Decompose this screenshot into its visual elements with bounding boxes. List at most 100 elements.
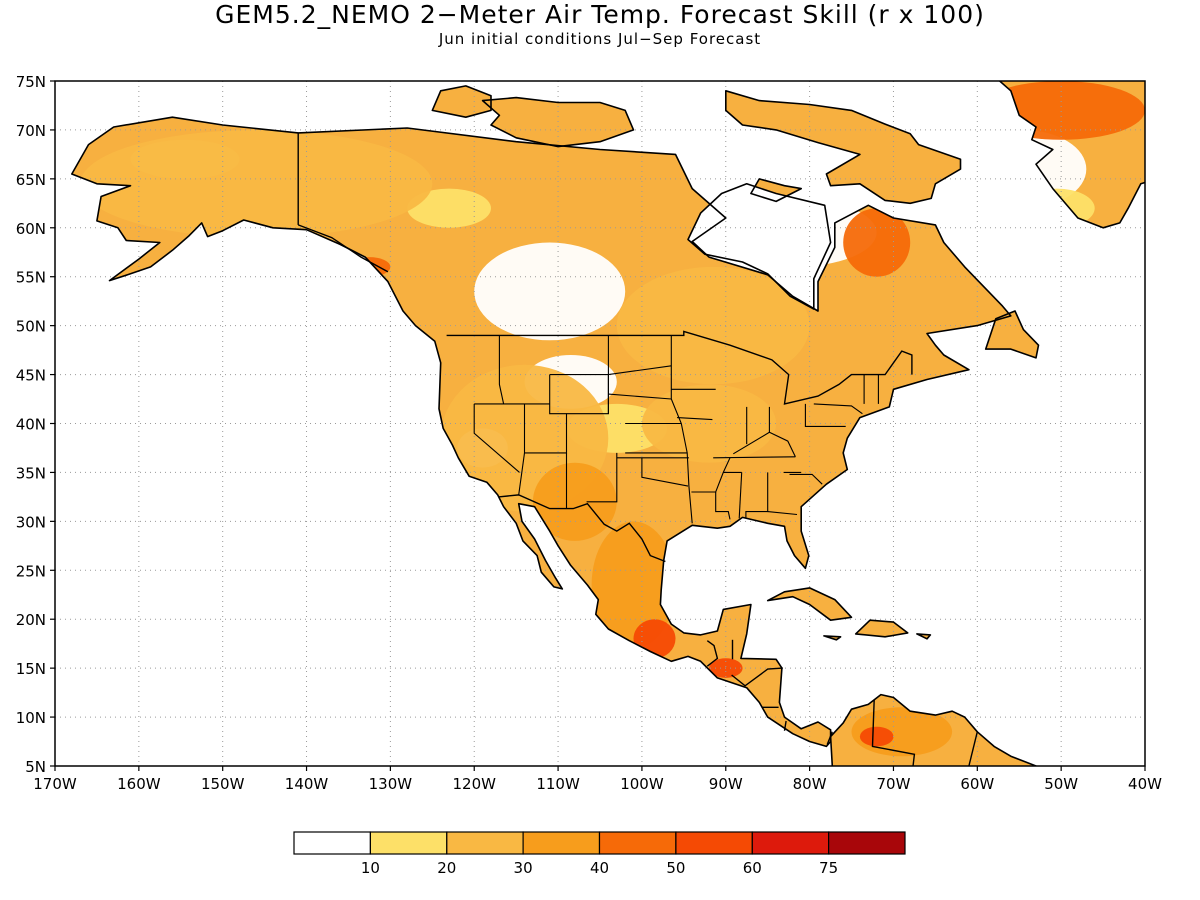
victoria-island-land [482, 97, 634, 147]
state-border [670, 335, 693, 524]
lat-tick-label: 40N [16, 416, 46, 434]
banks-island-land [432, 85, 491, 118]
greenland-outline [998, 81, 1145, 229]
skill-region [474, 242, 626, 341]
lat-tick-label: 25N [16, 562, 46, 580]
lon-tick-label: 100W [620, 775, 664, 793]
colorbar-label: 30 [514, 859, 533, 877]
skill-region [591, 521, 676, 649]
state-border [813, 403, 863, 415]
country-border [706, 640, 719, 667]
state-border [804, 403, 846, 427]
skill-region [843, 208, 911, 277]
lon-tick-label: 140W [285, 775, 329, 793]
lat-tick-label: 35N [16, 464, 46, 482]
country-border [968, 731, 978, 766]
colorbar-label: 60 [743, 859, 762, 877]
state-border [608, 365, 672, 376]
victoria-island-outline [481, 96, 635, 148]
hispaniola-land [855, 620, 908, 637]
southampton-island-outline [750, 178, 803, 203]
colorbar-swatch [293, 831, 372, 855]
state-border [738, 472, 743, 519]
skill-region [348, 257, 391, 277]
hudson-bay-outline [687, 183, 832, 310]
baffin-island-outline [724, 90, 962, 205]
lat-tick-label: 55N [16, 269, 46, 287]
lon-tick-label: 170W [33, 775, 77, 793]
lat-tick-label: 10N [16, 709, 46, 727]
puerto-rico-outline [916, 633, 932, 640]
colorbar-swatch [446, 831, 524, 855]
newfoundland-land [985, 311, 1039, 358]
state-border [498, 335, 505, 405]
lat-tick-label: 65N [16, 171, 46, 189]
jamaica-outline [823, 635, 842, 641]
skill-region [641, 384, 777, 463]
lon-tick-label: 120W [452, 775, 496, 793]
lon-tick-label: 50W [1044, 775, 1078, 793]
lon-tick-label: 90W [709, 775, 743, 793]
state-border [549, 374, 567, 415]
state-border [691, 457, 731, 493]
state-border [641, 457, 689, 487]
state-border [586, 452, 618, 503]
skill-region [633, 619, 676, 659]
country-border [783, 720, 787, 731]
colorbar-swatch [369, 831, 448, 855]
colorbar: 10 20 30 40 50 60 75 [293, 831, 906, 877]
state-border [473, 403, 520, 473]
country-border [446, 330, 913, 405]
colorbar-label: 50 [666, 859, 685, 877]
state-border [608, 393, 672, 400]
lat-tick-label: 30N [16, 513, 46, 531]
lat-tick-label: 45N [16, 367, 46, 385]
lon-tick-label: 60W [960, 775, 994, 793]
newfoundland-outline [984, 310, 1040, 359]
colorbar-swatch [751, 831, 830, 855]
lon-tick-label: 130W [369, 775, 413, 793]
colorbar-label: 40 [590, 859, 609, 877]
lat-tick-label: 15N [16, 660, 46, 678]
lat-tick-label: 20N [16, 611, 46, 629]
lon-tick-label: 150W [201, 775, 245, 793]
skill-region [977, 81, 1145, 140]
lat-tick-label: 50N [16, 318, 46, 336]
lon-tick-label: 110W [536, 775, 580, 793]
lon-tick-label: 80W [793, 775, 827, 793]
cuba-outline [766, 587, 853, 622]
country-border [731, 667, 783, 687]
coastline-outline [71, 81, 1145, 766]
state-border [713, 456, 796, 459]
colorbar-swatch [522, 831, 601, 855]
state-border [518, 452, 526, 495]
lat-tick-label: 75N [16, 73, 46, 91]
banks-island-outline [431, 85, 492, 118]
state-border [733, 431, 796, 458]
hispaniola-outline [854, 619, 909, 638]
state-border [789, 473, 823, 485]
north-america-outline [71, 116, 1012, 748]
lon-tick-label: 40W [1128, 775, 1162, 793]
skill-region [859, 726, 894, 747]
map-subtitle: Jun initial conditions Jul−Sep Forecast [438, 30, 762, 48]
colorbar-label: 10 [361, 859, 380, 877]
baffin-island-land [725, 90, 961, 204]
country-border [297, 224, 389, 273]
south-america-outline [829, 693, 1038, 766]
country-border [871, 699, 916, 766]
state-border [677, 417, 713, 421]
country-border [826, 731, 833, 745]
state-border [745, 472, 769, 519]
colorbar-label: 75 [819, 859, 838, 877]
lon-tick-label: 160W [117, 775, 161, 793]
skill-region [80, 130, 433, 238]
colorbar-swatch [675, 831, 753, 855]
skill-region [407, 188, 491, 228]
state-border [715, 492, 731, 520]
map-title: GEM5.2_NEMO 2−Meter Air Temp. Forecast S… [215, 0, 985, 29]
lon-tick-label: 70W [877, 775, 911, 793]
skill-region [616, 266, 810, 385]
axis-ticks: 170W 160W 150W 140W 130W 120W 110W 100W 90W 80W 70… [16, 73, 1162, 793]
